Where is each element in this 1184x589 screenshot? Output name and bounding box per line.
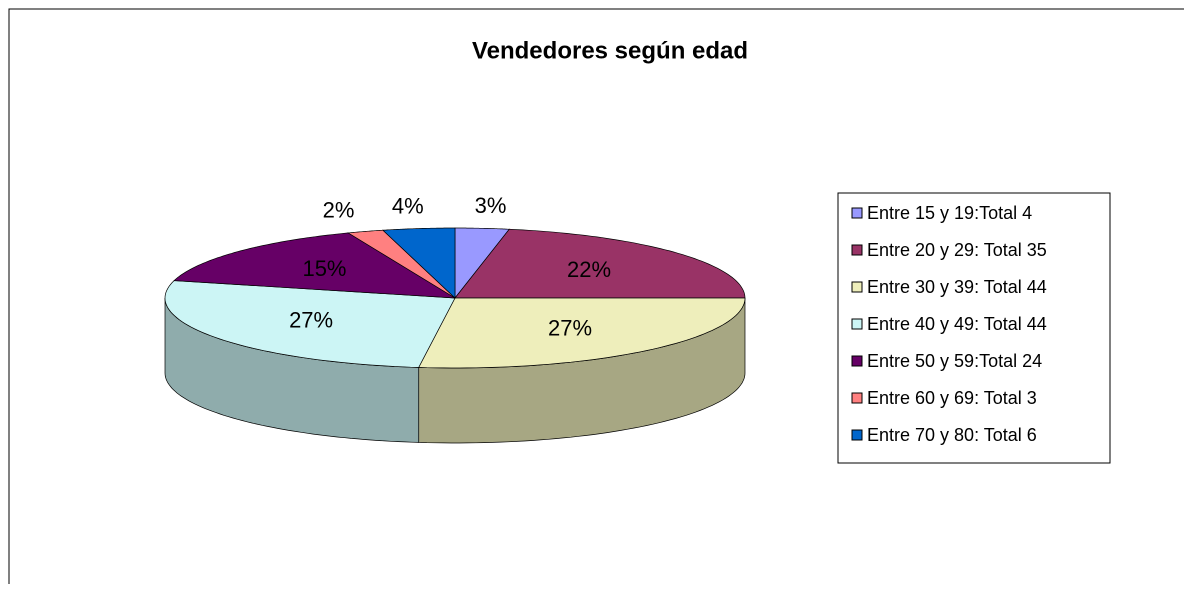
legend-swatch xyxy=(851,207,863,219)
data-label: 27% xyxy=(548,315,592,340)
data-label: 27% xyxy=(289,307,333,332)
legend-label: Entre 40 y 49: Total 44 xyxy=(867,314,1047,334)
legend-swatch xyxy=(851,355,863,367)
legend-box xyxy=(837,192,1111,464)
legend-label: Entre 60 y 69: Total 3 xyxy=(867,388,1037,408)
legend-swatch xyxy=(851,281,863,293)
legend-label: Entre 20 y 29: Total 35 xyxy=(867,240,1047,260)
data-label: 2% xyxy=(323,197,355,222)
slice xyxy=(418,297,746,369)
slice xyxy=(173,232,456,299)
data-label: 15% xyxy=(302,256,346,281)
chart-title: Vendedores según edad xyxy=(472,37,748,64)
legend-label: Entre 70 y 80: Total 6 xyxy=(867,425,1037,445)
legend-label: Entre 50 y 59:Total 24 xyxy=(867,351,1042,371)
legend-label: Entre 15 y 19:Total 4 xyxy=(867,203,1032,223)
slice xyxy=(382,227,456,299)
slice xyxy=(346,229,456,299)
data-label: 4% xyxy=(392,194,424,219)
legend-swatch xyxy=(851,429,863,441)
legend-swatch xyxy=(851,392,863,404)
slice xyxy=(164,280,456,368)
legend-swatch xyxy=(851,318,863,330)
data-label: 3% xyxy=(475,193,507,218)
legend-swatch xyxy=(851,244,863,256)
legend-label: Entre 30 y 39: Total 44 xyxy=(867,277,1047,297)
slice xyxy=(454,228,746,299)
data-label: 22% xyxy=(567,257,611,282)
